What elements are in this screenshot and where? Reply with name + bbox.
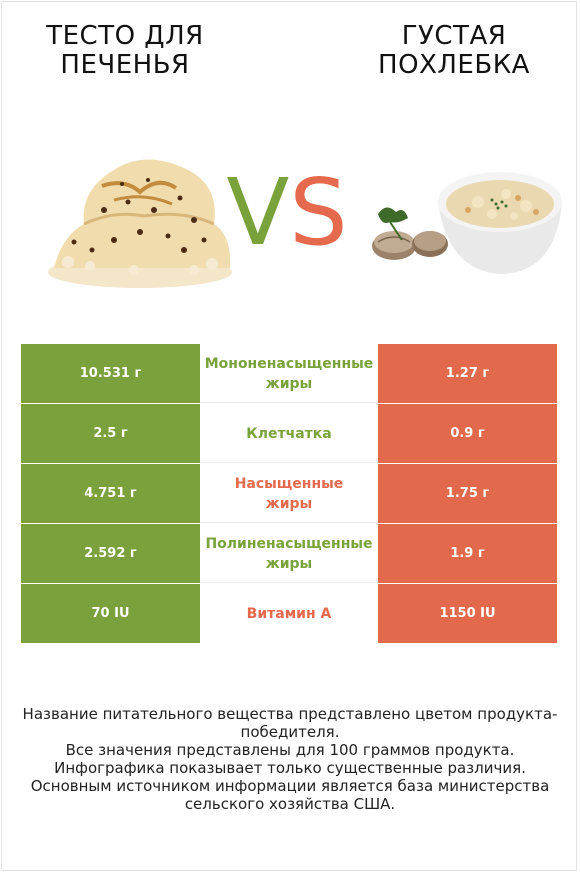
nutrient-label: Клетчатка [246, 425, 332, 442]
left-value: 70 IU [21, 584, 200, 643]
right-title-line-1: ГУСТАЯ [401, 21, 507, 51]
right-value: 1.75 г [378, 464, 557, 523]
row-monounsaturated-fats: 10.531 г Мононенасыщенные жиры 1.27 г [21, 344, 557, 403]
left-value: 4.751 г [21, 464, 200, 523]
nutrient-label-line-2: жиры [265, 555, 313, 572]
vs-label: VS [222, 167, 352, 259]
nutrient-label: Полиненасыщенные жиры [200, 524, 378, 583]
footnote-line-3: Инфографика показывает только существенн… [54, 759, 526, 777]
cookie-dough-image [48, 159, 232, 288]
left-title-line-1: ТЕСТО ДЛЯ [46, 21, 204, 51]
clam-right [412, 231, 448, 257]
footnote-line-2: Все значения представлены для 100 граммо… [65, 741, 515, 759]
left-product-title: ТЕСТО ДЛЯ ПЕЧЕНЬЯ [10, 22, 240, 80]
left-value: 2.592 г [21, 524, 200, 583]
nutrient-label-line-2: жиры [265, 495, 313, 512]
nutrient-label: Витамин A [246, 605, 332, 622]
right-value: 1150 IU [378, 584, 557, 643]
row-fiber: 2.5 г Клетчатка 0.9 г [21, 404, 557, 463]
right-product-title: ГУСТАЯ ПОХЛЕБКА [339, 22, 569, 80]
left-value: 2.5 г [21, 404, 200, 463]
nutrient-label-line-1: Полиненасыщенные [205, 535, 373, 552]
nutrient-label: Насыщенные жиры [200, 464, 378, 523]
nutrient-label-line-2: жиры [265, 375, 313, 392]
footnote: Название питательного вещества представл… [20, 705, 560, 813]
nutrient-label-line-1: Мононенасыщенные [204, 355, 374, 372]
row-vitamin-a: 70 IU Витамин A 1150 IU [21, 584, 557, 643]
left-value: 10.531 г [21, 344, 200, 403]
chowder-image [372, 172, 562, 274]
clam-left [372, 231, 416, 260]
footnote-line-1: Название питательного вещества представл… [22, 705, 558, 741]
right-value: 0.9 г [378, 404, 557, 463]
row-polyunsaturated-fats: 2.592 г Полиненасыщенные жиры 1.9 г [21, 524, 557, 583]
left-title-line-2: ПЕЧЕНЬЯ [60, 50, 190, 80]
nutrient-label: Мононенасыщенные жиры [200, 344, 378, 403]
right-value: 1.9 г [378, 524, 557, 583]
parsley [378, 207, 408, 241]
right-value: 1.27 г [378, 344, 557, 403]
vs-v: V [226, 159, 290, 266]
vs-s: S [289, 159, 348, 266]
row-saturated-fats: 4.751 г Насыщенные жиры 1.75 г [21, 464, 557, 523]
right-title-line-2: ПОХЛЕБКА [378, 50, 530, 80]
nutrient-label-line-1: Насыщенные [234, 475, 344, 492]
footnote-line-4: Основным источником информации является … [30, 777, 550, 813]
